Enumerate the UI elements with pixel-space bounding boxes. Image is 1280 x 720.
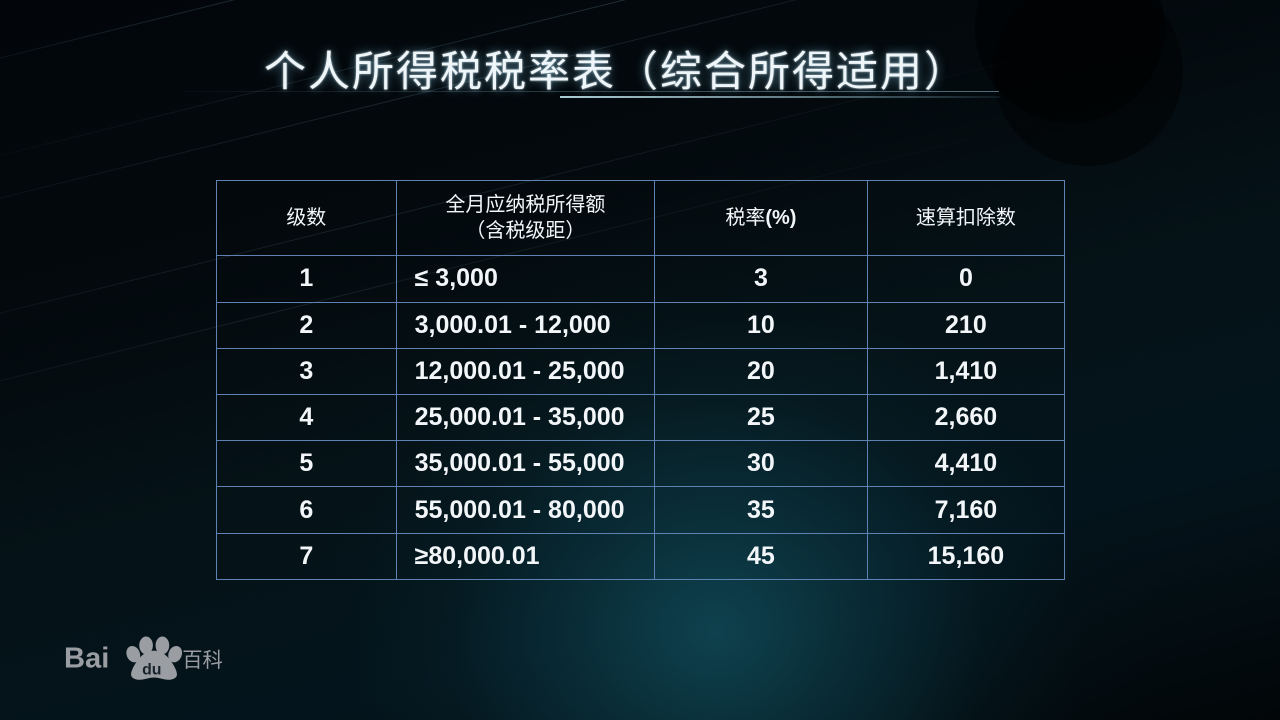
svg-text:du: du [142,661,161,678]
svg-text:百科: 百科 [182,649,223,672]
svg-text:Bai: Bai [64,642,109,674]
